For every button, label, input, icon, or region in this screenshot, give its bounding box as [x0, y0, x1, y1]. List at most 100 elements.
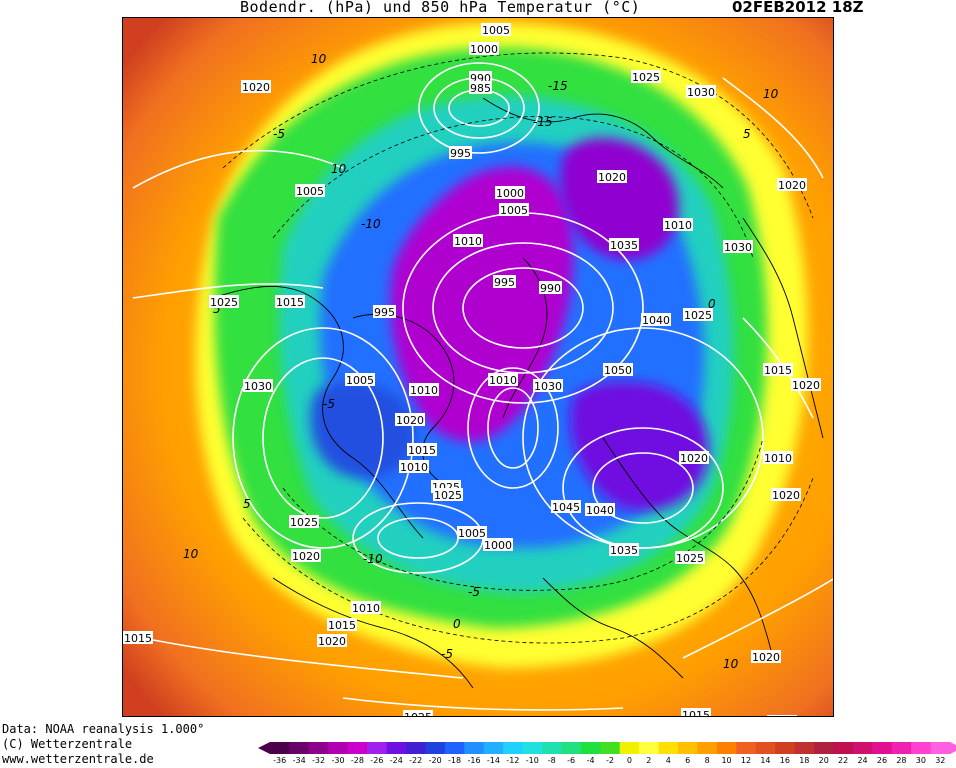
isobar-label-box: [603, 363, 633, 376]
isobar-label: 1020: [242, 81, 270, 94]
isobar-label-box: [751, 650, 781, 663]
colorbar-swatch: [755, 742, 776, 754]
temp-label: -15: [548, 79, 568, 93]
isobar-label: 1015: [408, 444, 436, 457]
isobar-label: 1030: [534, 380, 562, 393]
colorbar-swatch: [891, 742, 912, 754]
isobar-label-box: [317, 634, 347, 647]
colorbar-tick-label: 26: [876, 756, 888, 765]
cold-core-america: [310, 381, 416, 478]
isobar-label-box: [767, 715, 797, 716]
isobar-label: 1030: [687, 86, 715, 99]
colorbar-tick-label: 4: [665, 756, 671, 765]
isobar-label: 1000: [470, 43, 498, 56]
isobar-label-box: [533, 379, 563, 392]
colorbar-tick-label: -18: [448, 756, 462, 765]
isobar-label-box: [493, 275, 516, 288]
cold-core-asia: [570, 381, 709, 511]
colorbar-tick-label: -24: [389, 756, 403, 765]
colorbar-tick-label: -36: [273, 756, 287, 765]
isobar-label-box: [495, 186, 525, 199]
isobar-label-box: [551, 500, 581, 513]
isobar-label-box: [241, 80, 271, 93]
isobar-label: 1040: [642, 314, 670, 327]
isobar-label-box: [409, 383, 439, 396]
colorbar-tick-label: -6: [567, 756, 576, 765]
temp-label: -5: [441, 647, 453, 661]
colorbar-swatch: [736, 742, 757, 754]
colorbar-tick-label: -28: [350, 756, 364, 765]
isobar-label-box: [683, 308, 713, 321]
colorbar-tick-label: 32: [935, 756, 946, 765]
isobar-label: 1040: [586, 504, 614, 517]
colorbar-swatch: [308, 742, 329, 754]
colorbar-swatch: [328, 742, 349, 754]
isobar-label-box: [663, 218, 693, 231]
colorbar-swatch: [775, 742, 796, 754]
isobar-label: 1010: [352, 602, 380, 615]
temp-label: -15: [533, 115, 553, 129]
temperature-contours: [222, 52, 814, 644]
isobar-label-box: [351, 601, 381, 614]
colorbar-ticks: -36 -34 -32 -30 -28 -26 -24 -22 -20 -18 -16 -14 -12-…: [258, 756, 956, 768]
colorbar-swatch: [600, 742, 621, 754]
isobar-label-box: [433, 488, 463, 501]
isobar-label-box: [469, 42, 499, 55]
colorbar-swatch: [639, 742, 660, 754]
colorbar-tick-label: -10: [525, 756, 539, 765]
isobar-label: 1045: [552, 501, 580, 514]
colorbar-swatch: [522, 742, 543, 754]
colorbar-left-arrow: [258, 742, 270, 754]
colorbar-tick-label: 20: [818, 756, 829, 765]
isobar-label-box: [327, 618, 357, 631]
temp-label: 10: [183, 547, 199, 561]
isobar-label-box: [631, 70, 661, 83]
colorbar-swatch: [289, 742, 310, 754]
colorbar-swatch: [794, 742, 815, 754]
isobar-label: 1010: [400, 461, 428, 474]
colorbar-swatch: [833, 742, 854, 754]
colorbar-swatch: [678, 742, 698, 754]
isobar-label: 1035: [610, 239, 638, 252]
isobar-label-box: [291, 549, 321, 562]
isobar-label-box: [407, 443, 437, 456]
isobar-label: 1025: [404, 711, 432, 717]
isobar-label: 1025: [632, 71, 660, 84]
isobar-label: 1020: [792, 379, 820, 392]
isobar-label: 1020: [778, 179, 806, 192]
colorbar-tick-label: -4: [586, 756, 595, 765]
isobar-label: 1015: [764, 364, 792, 377]
isobar-label: 1025: [434, 489, 462, 502]
colorbar-tick-label: 2: [646, 756, 652, 765]
isobar-label: 1005: [482, 24, 510, 37]
website-link[interactable]: www.wetterzentrale.de: [2, 752, 154, 766]
isobar-label-box: [457, 526, 487, 539]
isobar-label-box: [777, 178, 807, 191]
isobar-label: 1005: [296, 185, 324, 198]
isobar-label-box: [609, 238, 639, 251]
isobar-label: 1030: [244, 380, 272, 393]
isobar-label-box: [539, 281, 562, 294]
temp-label: 5: [243, 497, 251, 511]
colorbar-tick-label: 30: [915, 756, 926, 765]
isobar-label: 1035: [610, 544, 638, 557]
isobar-label: 1000: [484, 539, 512, 552]
isobar-label: 1010: [489, 374, 517, 387]
isobar-label-box: [399, 460, 429, 473]
colorbar-tick-label: 12: [740, 756, 752, 765]
isobar-label-box: [499, 203, 529, 216]
colorbar-swatch: [464, 742, 485, 754]
temp-label: -5: [273, 127, 285, 141]
isobar-label: 1025: [684, 309, 712, 322]
temperature-colorbar: [258, 742, 956, 754]
colorbar-tick-label: -30: [331, 756, 345, 765]
colorbar-tick-label: -16: [467, 756, 481, 765]
isobar-label: 1020: [752, 651, 780, 664]
isobar-label: 1025: [676, 552, 704, 565]
colorbar-swatch: [697, 742, 718, 754]
colorbar-swatch: [444, 742, 465, 754]
colorbar-swatch: [406, 742, 426, 754]
temp-label: -10: [363, 552, 383, 566]
temp-label: 10: [763, 87, 779, 101]
